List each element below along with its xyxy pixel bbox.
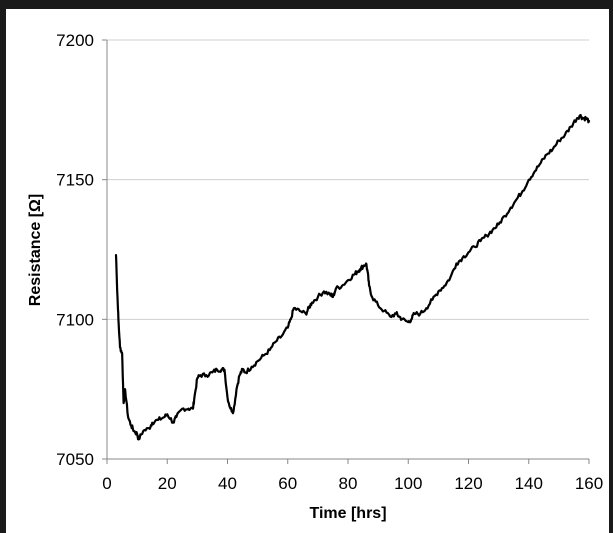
- y-axis-title: Resistance [Ω]: [27, 194, 44, 306]
- x-tick-label: 60: [278, 474, 297, 493]
- series-line: [114, 113, 591, 441]
- y-tick-label: 7050: [56, 450, 94, 469]
- y-tick-labels: 7050 7100 7150 7200: [56, 31, 94, 469]
- x-axis-title: Time [hrs]: [309, 505, 386, 522]
- x-tick-label: 120: [454, 474, 482, 493]
- x-tick-label: 80: [339, 474, 358, 493]
- x-tick-label: 140: [515, 474, 543, 493]
- x-tick-label: 160: [575, 474, 603, 493]
- y-tick-label: 7200: [56, 31, 94, 50]
- y-tick-label: 7150: [56, 171, 94, 190]
- y-tick-label: 7100: [56, 310, 94, 329]
- x-tick-label: 40: [218, 474, 237, 493]
- x-tick-label: 0: [102, 474, 111, 493]
- x-tick-labels: 0 20 40 60 80 100 120 140 160: [102, 474, 603, 493]
- x-tick-label: 100: [394, 474, 422, 493]
- axes: [102, 39, 590, 464]
- x-tick-label: 20: [158, 474, 177, 493]
- gridlines: [107, 39, 589, 320]
